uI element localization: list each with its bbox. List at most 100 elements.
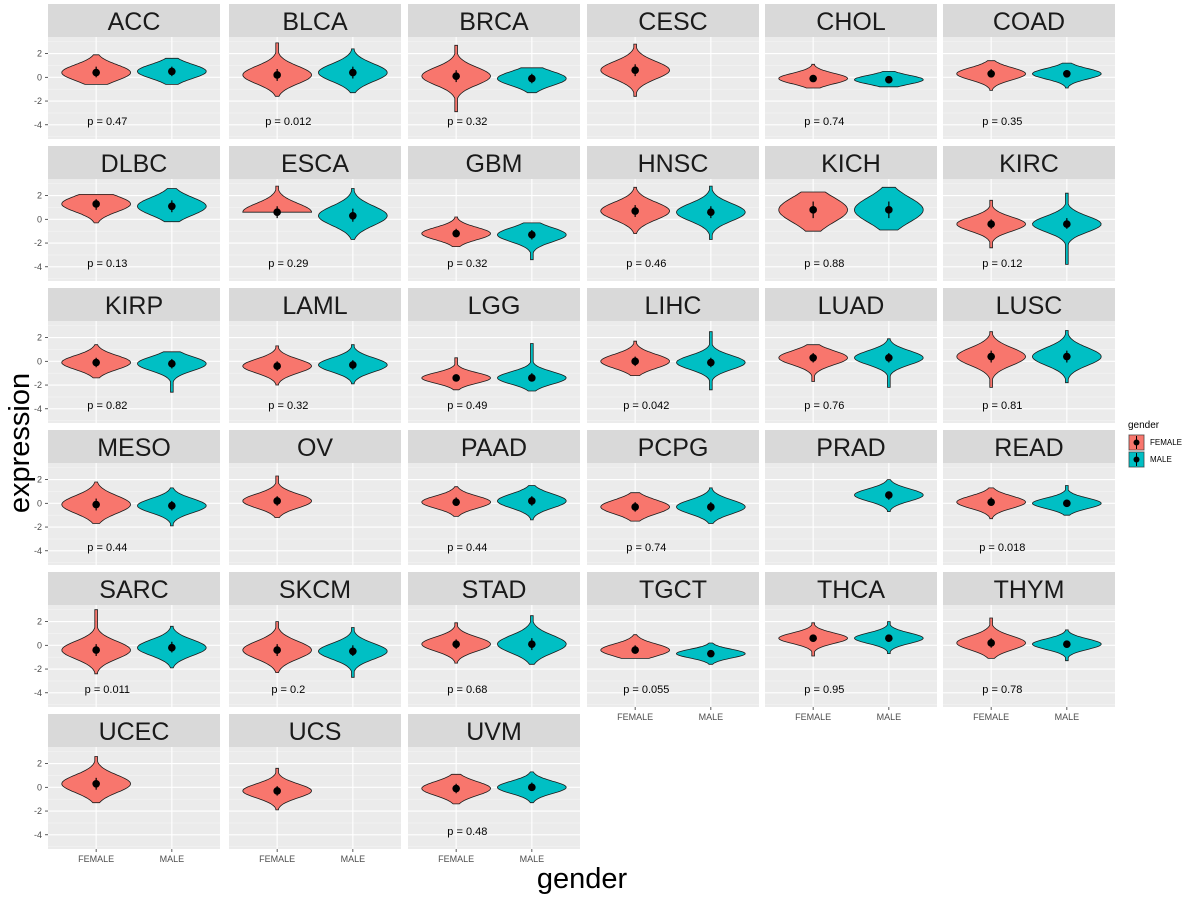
panel-uvm: UVM p = 0.48 FEMALE MALE (408, 714, 580, 864)
panel-laml: LAML p = 0.32 (229, 288, 401, 423)
panel-strip (765, 288, 937, 321)
panel-prad: PRAD (765, 430, 937, 565)
p-value-label: p = 0.76 (804, 400, 844, 412)
median-point-male (707, 503, 715, 511)
median-point-female (92, 779, 100, 788)
legend-item-female: FEMALE (1128, 434, 1182, 451)
median-point-male (168, 202, 176, 211)
y-tick-label: 0 (37, 640, 42, 650)
y-tick-label: -4 (34, 404, 42, 414)
panel-strip-label: DLBC (101, 150, 168, 178)
panel-strip-label: CHOL (816, 8, 886, 36)
median-point-male (885, 491, 893, 499)
panel-background (943, 321, 1115, 423)
median-point-male (168, 359, 176, 368)
y-tick-label: 2 (37, 475, 42, 485)
x-tick-label: FEMALE (973, 712, 1009, 722)
panel-strip-label: KIRC (999, 150, 1059, 178)
panel-strip (408, 288, 580, 321)
panel-background (587, 321, 759, 423)
median-point-female (987, 220, 995, 228)
y-tick-label: 2 (37, 617, 42, 627)
panel-thym: THYM p = 0.78 FEMALE MALE (943, 572, 1115, 722)
panel-strip (765, 430, 937, 463)
median-point-male (528, 374, 536, 382)
panel-strip-label: BRCA (459, 8, 529, 36)
panel-background (765, 37, 937, 139)
p-value-label: p = 0.44 (87, 542, 127, 554)
panel-strip (408, 714, 580, 747)
y-tick-label: 2 (37, 191, 42, 201)
panel-strip (408, 572, 580, 605)
x-tick-label: MALE (520, 854, 545, 864)
panel-luad: LUAD p = 0.76 (765, 288, 937, 423)
panel-strip-label: STAD (462, 576, 527, 604)
p-value-label: p = 0.32 (268, 400, 308, 412)
median-point-female (987, 352, 995, 361)
panel-strip (765, 146, 937, 179)
y-tick-label: -2 (34, 380, 42, 390)
panel-blca: BLCA p = 0.012 (229, 4, 401, 139)
violin-female (421, 357, 491, 391)
median-point-female (987, 69, 995, 78)
median-point-female (273, 646, 281, 654)
y-tick-label: -2 (34, 522, 42, 532)
panel-strip (229, 572, 401, 605)
panel-background (48, 37, 220, 139)
panel-lgg: LGG p = 0.49 (408, 288, 580, 423)
p-value-label: p = 0.12 (982, 258, 1022, 270)
violin-female (778, 344, 848, 382)
y-tick-label: -4 (34, 120, 42, 130)
panel-strip-label: LGG (468, 292, 521, 320)
panel-strip-label: UCEC (99, 718, 170, 746)
panel-strip-label: ESCA (281, 150, 349, 178)
legend-dot-male (1133, 456, 1140, 463)
median-point-female (273, 362, 281, 370)
x-tick-label: FEMALE (795, 712, 831, 722)
panel-strip (943, 4, 1115, 37)
median-point-male (349, 361, 357, 369)
panel-gbm: GBM p = 0.32 (408, 146, 580, 281)
p-value-label: p = 0.82 (87, 400, 127, 412)
violin-female (61, 609, 131, 675)
panel-skcm: SKCM p = 0.2 (229, 572, 401, 707)
median-point-male (168, 67, 176, 76)
x-tick-label: FEMALE (438, 854, 474, 864)
p-value-label: p = 0.74 (804, 116, 844, 128)
panel-strip (587, 430, 759, 463)
median-point-female (452, 374, 460, 382)
panel-background (943, 463, 1115, 565)
panel-strip (408, 146, 580, 179)
panel-ucec: UCEC 2 0 -2 -4 FEMALE MALE (34, 714, 220, 864)
median-point-male (885, 634, 893, 643)
median-point-female (452, 640, 460, 648)
panel-background (943, 605, 1115, 707)
p-value-label: p = 0.018 (979, 542, 1025, 554)
x-tick-label: MALE (341, 854, 366, 864)
p-value-label: p = 0.2 (271, 684, 305, 696)
p-value-label: p = 0.47 (87, 116, 127, 128)
panel-strip (587, 146, 759, 179)
median-point-male (707, 358, 715, 367)
median-point-female (631, 66, 639, 75)
panel-strip (48, 288, 220, 321)
panel-lusc: LUSC p = 0.81 (943, 288, 1115, 423)
median-point-male (528, 783, 536, 792)
legend-title: gender (1128, 420, 1160, 431)
median-point-male (168, 643, 176, 652)
panel-strip-label: CESC (638, 8, 707, 36)
legend-label-female: FEMALE (1150, 438, 1182, 447)
panel-strip-label: UVM (466, 718, 522, 746)
panel-strip-label: READ (994, 434, 1063, 462)
median-point-male (1063, 69, 1071, 78)
violin-male (496, 343, 567, 392)
panel-background (408, 605, 580, 707)
panel-strip-label: LUAD (818, 292, 885, 320)
panel-strip-label: GBM (466, 150, 523, 178)
panel-background (408, 37, 580, 139)
panel-background (408, 463, 580, 565)
panel-strip-label: COAD (993, 8, 1065, 36)
panel-kirp: KIRP 2 0 -2 -4 p = 0.82 (34, 288, 220, 423)
panel-background (587, 179, 759, 281)
